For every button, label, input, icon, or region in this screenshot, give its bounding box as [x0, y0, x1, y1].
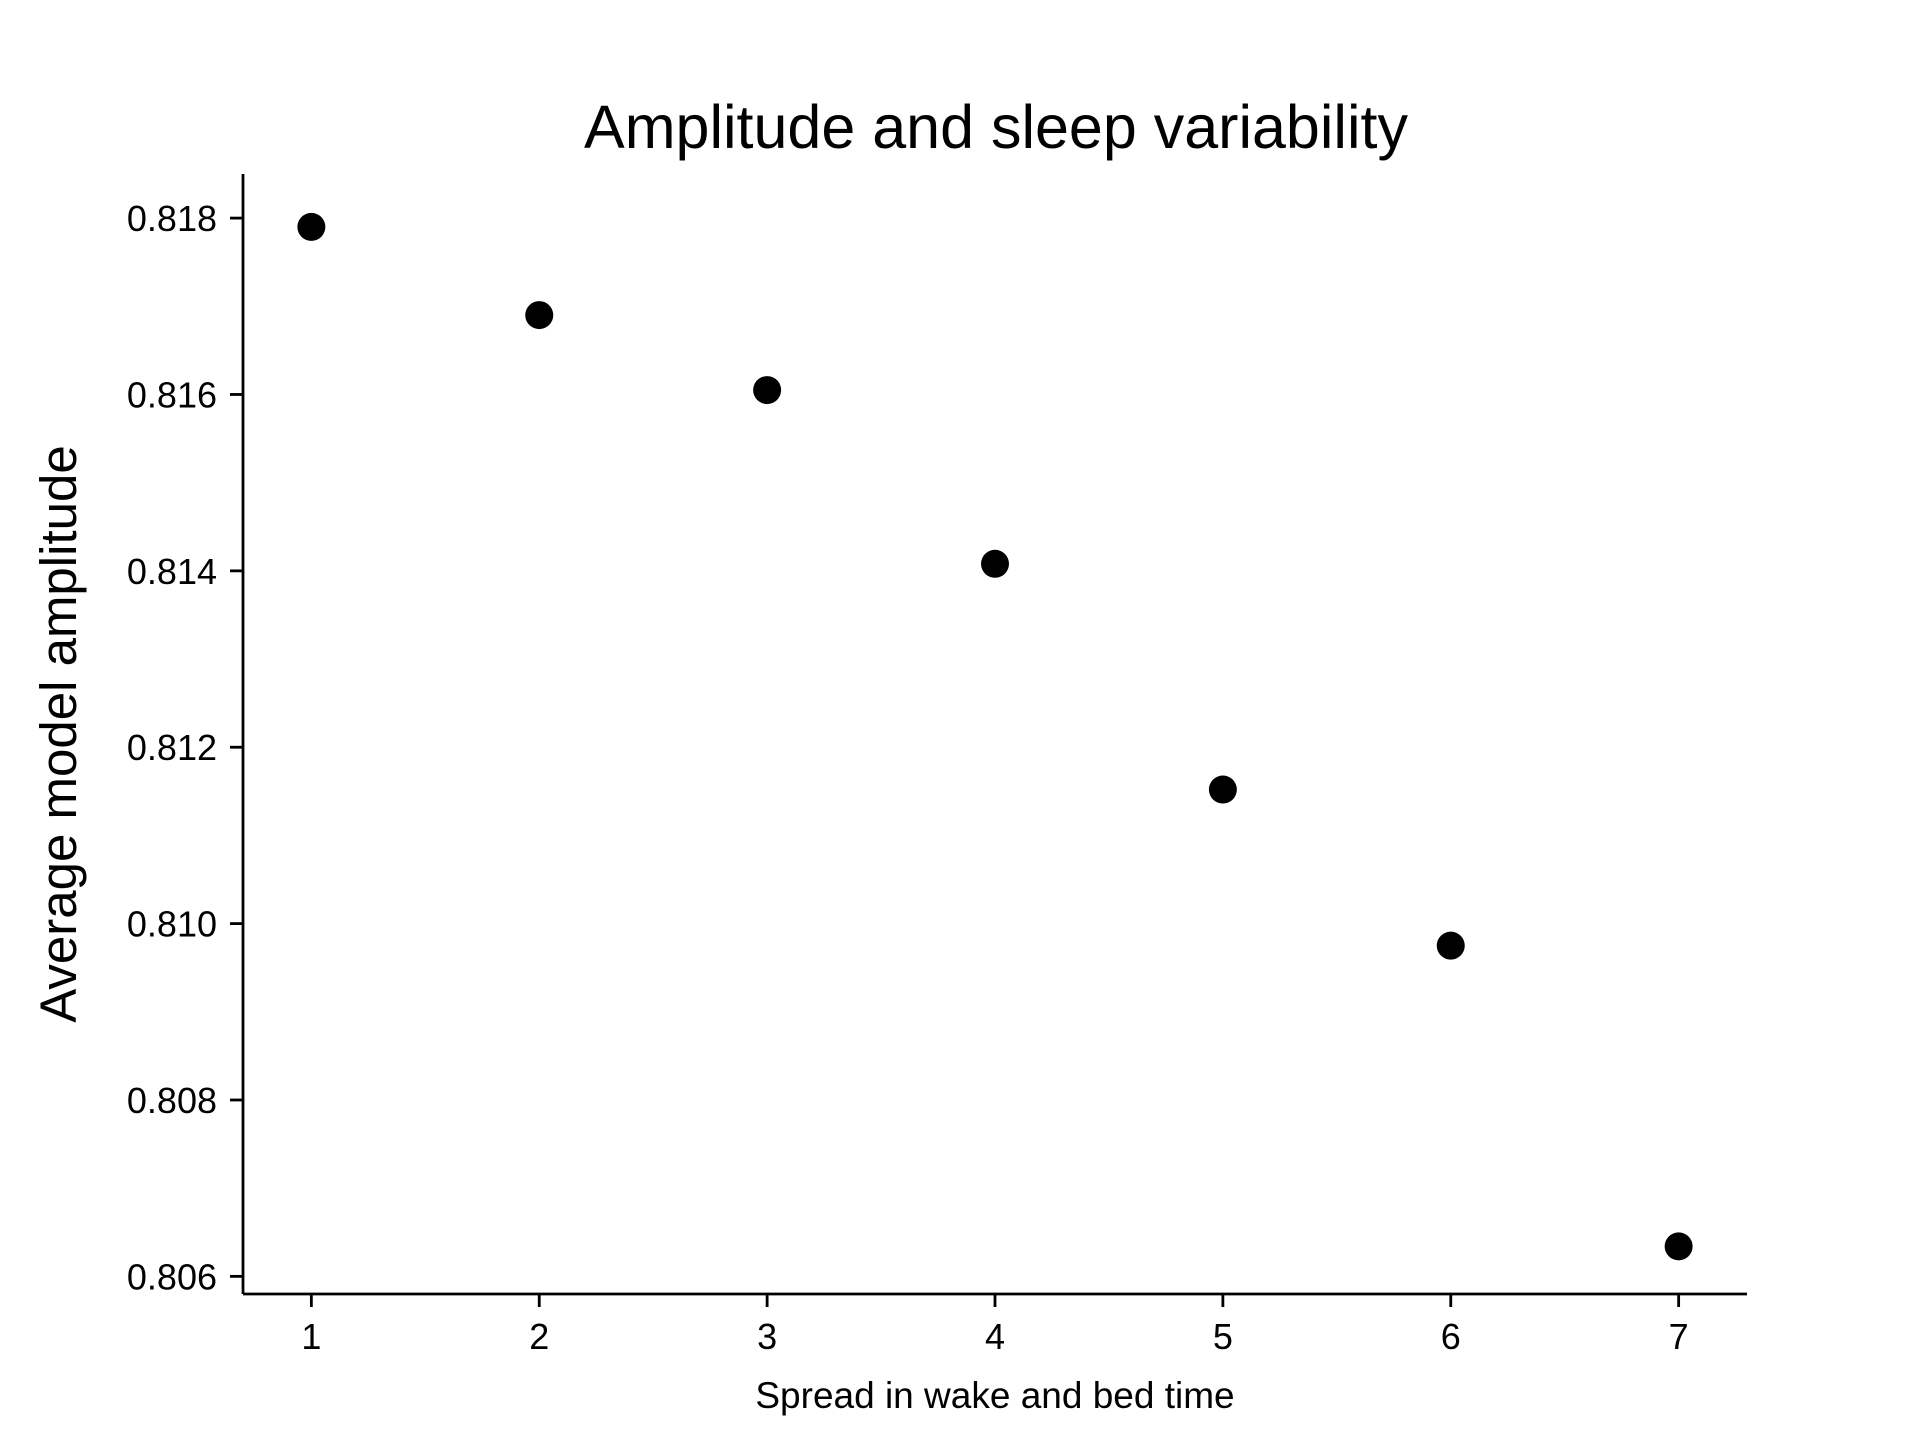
x-tick-label: 3	[757, 1316, 777, 1357]
data-point	[1208, 775, 1237, 804]
x-tick-label: 7	[1669, 1316, 1689, 1357]
y-tick-label: 0.816	[127, 374, 217, 415]
x-tick-label: 2	[529, 1316, 549, 1357]
data-point	[297, 212, 326, 241]
x-tick-label: 1	[301, 1316, 321, 1357]
y-tick-label: 0.814	[127, 551, 217, 592]
x-axis-label: Spread in wake and bed time	[755, 1375, 1234, 1416]
x-tick-label: 5	[1213, 1316, 1233, 1357]
chart-title: Amplitude and sleep variability	[584, 93, 1408, 161]
axes	[241, 174, 1747, 1296]
x-ticks: 1 2 3 4 5 6 7	[301, 1294, 1689, 1357]
data-point	[1436, 931, 1465, 960]
y-tick-label: 0.808	[127, 1080, 217, 1121]
y-tick-label: 0.806	[127, 1256, 217, 1297]
y-ticks: 0.806 0.808 0.810 0.812 0.814 0.816 0.818	[127, 198, 243, 1297]
data-point	[525, 301, 554, 330]
data-points	[297, 212, 1693, 1261]
y-tick-label: 0.812	[127, 727, 217, 768]
x-tick-label: 6	[1441, 1316, 1461, 1357]
data-point	[753, 376, 782, 405]
y-axis-label: Average model amplitude	[30, 445, 87, 1022]
y-tick-label: 0.810	[127, 904, 217, 945]
data-point	[1664, 1232, 1693, 1261]
x-tick-label: 4	[985, 1316, 1005, 1357]
y-tick-label: 0.818	[127, 198, 217, 239]
data-point	[981, 549, 1009, 578]
